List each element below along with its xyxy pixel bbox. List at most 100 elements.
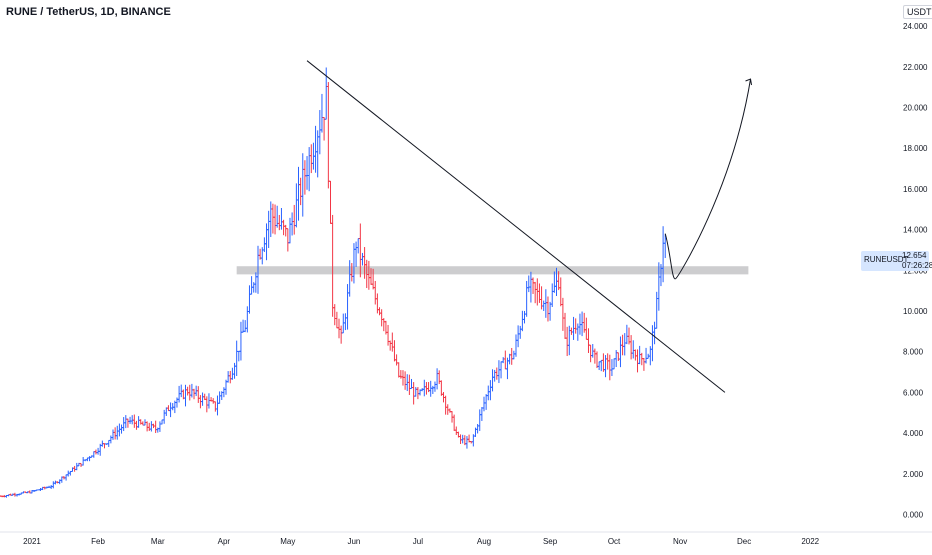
y-tick-label: 14.000 [903, 226, 928, 235]
ohlc-bar [327, 82, 330, 188]
ohlc-bar [190, 384, 193, 398]
ohlc-bar [212, 398, 215, 404]
ohlc-bar [273, 205, 276, 235]
ohlc-bar [133, 415, 136, 428]
ohlc-bar [227, 371, 230, 383]
currency-badge[interactable]: USDT [903, 5, 932, 19]
price-label-countdown: 07:26:28 [902, 261, 932, 271]
price-label-value: 12.654 [902, 251, 926, 261]
ohlc-bar [491, 369, 494, 391]
ohlc-bar [344, 313, 347, 330]
ohlc-bar [399, 370, 402, 379]
ohlc-bar [128, 417, 131, 424]
ohlc-bar [389, 341, 392, 351]
ohlc-bar [160, 420, 163, 425]
ohlc-bar [508, 354, 511, 365]
ohlc-bar [163, 410, 166, 424]
ohlc-bar [593, 349, 596, 364]
ohlc-bar [165, 407, 168, 416]
ohlc-bar [374, 281, 377, 305]
ohlc-bar [314, 126, 317, 173]
ohlc-bar [612, 358, 615, 369]
ohlc-bar [391, 333, 394, 352]
ohlc-bar [299, 178, 302, 205]
ohlc-bar [551, 283, 554, 307]
ohlc-bar [216, 396, 219, 416]
plot-area[interactable] [0, 61, 752, 498]
ohlc-bar [150, 421, 153, 431]
ohlc-bar [111, 429, 114, 439]
ohlc-bar [380, 309, 383, 326]
ohlc-bar [146, 421, 149, 431]
ohlc-bar [376, 293, 379, 313]
ohlc-bar [642, 358, 645, 371]
y-tick-label: 2.000 [903, 470, 924, 479]
ohlc-bar [587, 328, 590, 353]
ohlc-bar [361, 253, 364, 266]
ohlc-bar [644, 348, 647, 364]
ohlc-bar [222, 387, 225, 397]
ohlc-bar [514, 334, 517, 356]
ohlc-bar [414, 387, 417, 397]
projection-curve[interactable] [665, 79, 750, 279]
ohlc-bar [82, 457, 85, 466]
ohlc-bar [499, 361, 502, 378]
ohlc-bar [604, 355, 607, 377]
ohlc-bar [553, 271, 556, 292]
x-tick-label: Apr [218, 537, 231, 546]
x-tick-label: Aug [477, 537, 491, 546]
ohlc-bar [519, 326, 522, 339]
x-tick-label: Oct [608, 537, 621, 546]
ohlc-bar [655, 292, 658, 329]
ohlc-bar [438, 370, 441, 384]
ohlc-bar [433, 382, 436, 392]
ohlc-bar [303, 160, 306, 194]
ohlc-bar [188, 385, 191, 401]
x-tick-label: Feb [91, 537, 105, 546]
ohlc-bar [570, 328, 573, 335]
ohlc-bar [75, 463, 78, 470]
ohlc-bar [244, 320, 247, 332]
ohlc-bar [118, 424, 121, 437]
ohlc-bar [610, 359, 613, 376]
ohlc-bar [523, 311, 526, 323]
ohlc-bar [502, 357, 505, 363]
ohlc-bar [634, 350, 637, 361]
ohlc-bar [517, 325, 520, 347]
ohlc-bar [585, 318, 588, 340]
ohlc-bar [536, 278, 539, 305]
ohlc-bar [619, 336, 622, 367]
ohlc-bar [167, 405, 170, 411]
ohlc-bar [92, 451, 95, 457]
y-tick-label: 18.000 [903, 144, 928, 153]
ohlc-bar [278, 215, 281, 230]
ohlc-bar [455, 427, 458, 435]
ohlc-bar [563, 313, 566, 339]
ohlc-bar [412, 382, 415, 404]
ohlc-bar [480, 407, 483, 421]
x-tick-label: Jul [413, 537, 423, 546]
ohlc-bar [73, 466, 76, 472]
ohlc-bar [630, 335, 633, 359]
ohlc-bar [367, 261, 370, 290]
ohlc-bar [248, 285, 251, 313]
ohlc-bar [288, 218, 291, 244]
x-tick-label: Nov [673, 537, 687, 546]
ohlc-bar [239, 322, 242, 361]
ohlc-bar [184, 385, 187, 407]
ohlc-bar [169, 402, 172, 417]
ohlc-bar [135, 421, 138, 430]
ohlc-bar [453, 415, 456, 431]
ohlc-bar [263, 237, 266, 252]
ohlc-bar [148, 423, 151, 431]
chart-title: RUNE / TetherUS, 1D, BINANCE [6, 6, 171, 18]
ohlc-bar [521, 311, 524, 331]
ohlc-bar [178, 386, 181, 403]
ohlc-bar [246, 306, 249, 332]
ohlc-bar [295, 183, 298, 227]
ohlc-bar [94, 450, 97, 455]
ohlc-bar [598, 362, 601, 370]
ohlc-bar [293, 205, 296, 235]
